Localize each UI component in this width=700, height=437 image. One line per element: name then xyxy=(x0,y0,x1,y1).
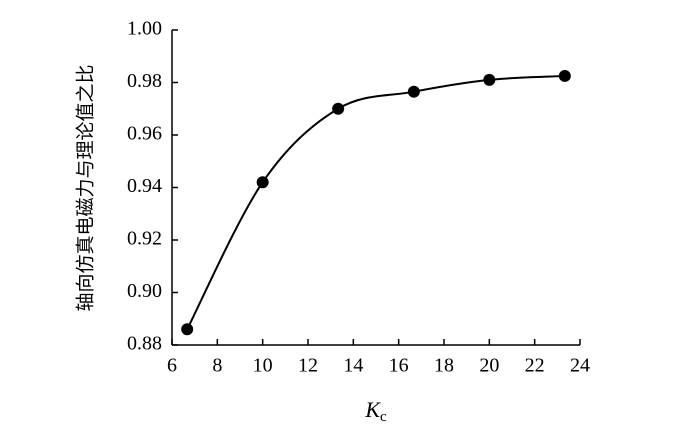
x-tick-label: 18 xyxy=(434,355,454,377)
marker xyxy=(256,176,269,189)
x-tick-label: 12 xyxy=(298,355,318,377)
x-label-main: K xyxy=(364,397,381,422)
marker xyxy=(407,85,420,98)
x-tick-label: 8 xyxy=(212,355,222,377)
y-tick-label: 0.88 xyxy=(127,333,162,355)
y-tick-label: 0.92 xyxy=(127,228,162,250)
marker xyxy=(483,73,496,86)
x-tick-label: 10 xyxy=(253,355,273,377)
y-tick-label: 0.94 xyxy=(127,175,162,197)
x-tick-label: 24 xyxy=(570,355,590,377)
line xyxy=(186,74,565,330)
y-axis-label: 轴向仿真电磁力与理论值之比 xyxy=(75,64,97,311)
x-tick-label: 20 xyxy=(479,355,499,377)
y-tick-label: 0.96 xyxy=(127,123,162,145)
marker xyxy=(558,69,571,82)
marker xyxy=(181,323,194,336)
y-tick-label: 0.90 xyxy=(127,280,162,302)
marker xyxy=(332,102,345,115)
x-tick-label: 14 xyxy=(343,355,363,377)
x-label-sub: c xyxy=(380,409,387,425)
x-tick-label: 22 xyxy=(525,355,545,377)
x-tick-label: 16 xyxy=(389,355,409,377)
x-axis-label: Kc xyxy=(364,397,387,425)
x-tick-label: 6 xyxy=(167,355,177,377)
y-tick-label: 0.98 xyxy=(127,70,162,92)
y-tick-label: 1.00 xyxy=(127,18,162,40)
